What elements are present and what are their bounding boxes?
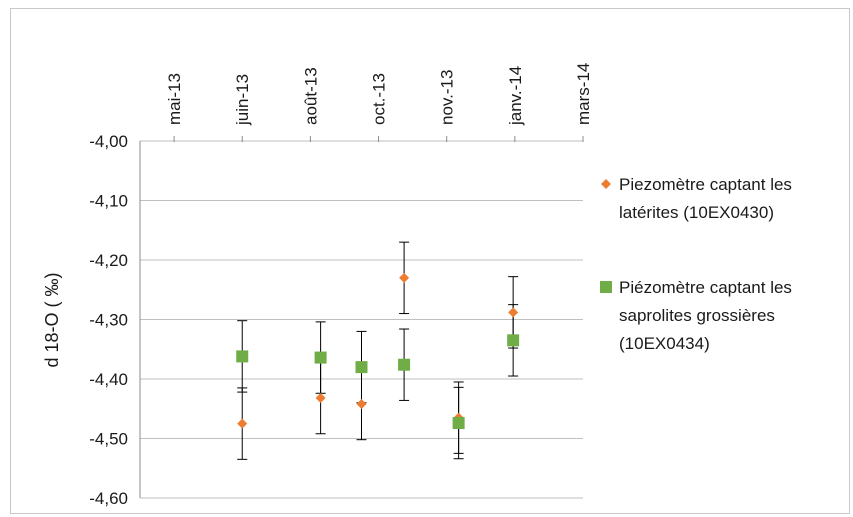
data-point-square [236,350,249,363]
y-tick-label: -4,00 [89,132,128,151]
x-tick-label: juin-13 [233,74,252,126]
data-point-diamond [315,393,326,404]
y-tick-label: -4,20 [89,251,128,270]
legend-entry-line: latérites (10EX0430) [619,203,774,222]
data-points [236,272,520,430]
x-tick-label: mai-13 [165,73,184,125]
data-point-diamond [399,272,410,283]
x-tick-labels: mai-13 juin-13 août-13 oct.-13 nov.-13 janv.-… [165,63,593,126]
data-point-diamond [508,307,519,318]
y-tick-label: -4,10 [89,192,128,211]
legend-entry-label: Piezomètre captant les latérites (10EX043… [619,175,792,222]
data-point-square [507,334,520,347]
error-bars [237,241,519,460]
data-point-square [398,358,411,371]
y-axis-title: d 18-O ( ‰) [42,272,62,367]
legend-marker-square [600,281,612,293]
y-tick-label: -4,50 [89,430,128,449]
chart-frame [10,8,850,514]
x-tick-label: oct.-13 [370,73,389,125]
x-tick-label: août-13 [301,67,320,125]
x-tick-label: nov.-13 [438,70,457,125]
data-point-diamond [356,398,367,409]
legend: Piezomètre captant les latérites (10EX043… [600,175,792,353]
axes [139,136,584,498]
legend-entry-line: Piézomètre captant les [619,278,792,297]
data-point-diamond [237,418,248,429]
legend-entry-line: (10EX0434) [619,334,710,353]
y-tick-labels: -4,00 -4,10 -4,20 -4,30 -4,40 -4,50 -4,60 [89,132,128,508]
legend-entry-line: Piezomètre captant les [619,175,792,194]
legend-entry-line: saprolites grossières [619,306,775,325]
y-tick-label: -4,40 [89,370,128,389]
x-tick-label: janv.-14 [506,66,525,126]
data-point-square [314,351,327,364]
legend-marker-diamond [601,179,611,189]
y-tick-label: -4,30 [89,311,128,330]
data-point-square [355,361,368,374]
y-tick-label: -4,60 [89,489,128,508]
x-tick-label: mars-14 [574,63,593,125]
gridlines [140,140,583,499]
data-point-square [452,417,465,430]
legend-entry-label: Piézomètre captant les saprolites grossiè… [619,278,792,353]
